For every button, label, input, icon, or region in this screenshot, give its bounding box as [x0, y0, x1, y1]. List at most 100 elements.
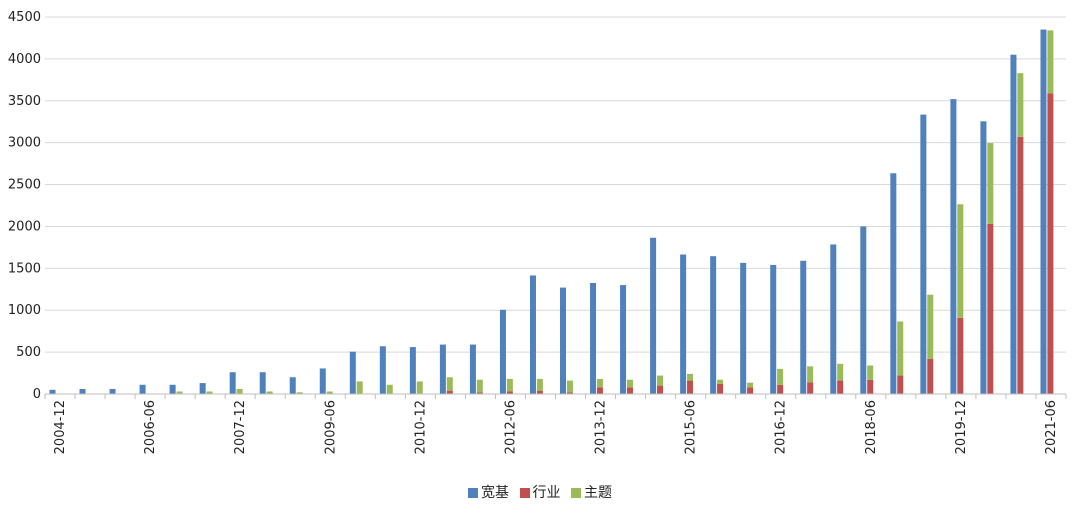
y-tick-label: 1000	[8, 303, 41, 318]
bar-broad	[139, 384, 146, 394]
bar-industry	[1017, 136, 1024, 394]
bar-theme	[867, 365, 874, 380]
bar-industry	[626, 387, 633, 394]
bar-theme	[566, 380, 573, 393]
bar-theme	[296, 392, 303, 394]
bar-broad	[830, 244, 837, 394]
bar-industry	[596, 387, 603, 394]
x-tick-label: 2007-12	[233, 400, 248, 454]
y-tick-label: 500	[16, 345, 41, 360]
x-tick-label: 2018-06	[864, 400, 879, 454]
bar-industry	[446, 390, 453, 394]
bar-broad	[499, 309, 506, 394]
bar-broad	[199, 383, 206, 394]
bar-broad	[349, 351, 356, 394]
x-tick-label: 2016-12	[774, 400, 789, 454]
bar-broad	[620, 285, 627, 394]
bar-theme	[837, 363, 844, 381]
y-tick-label: 4000	[8, 52, 41, 67]
bar-theme	[1047, 30, 1054, 94]
legend-label-industry: 行业	[532, 485, 561, 501]
legend-label-broad: 宽基	[481, 485, 510, 501]
bar-broad	[680, 254, 687, 394]
bar-theme	[416, 381, 423, 394]
bar-industry	[1047, 93, 1054, 394]
x-tick-label: 2015-06	[684, 400, 699, 454]
bar-broad	[650, 237, 657, 394]
y-tick-label: 3500	[8, 94, 41, 109]
bar-theme	[386, 384, 393, 394]
x-tick-label: 2012-06	[503, 400, 518, 454]
legend: 宽基 行业 主题	[0, 482, 1080, 502]
legend-swatch-broad	[468, 488, 479, 498]
bar-broad	[379, 346, 386, 394]
bar-industry	[927, 358, 934, 394]
y-tick-label: 0	[33, 387, 41, 402]
bar-broad	[590, 282, 597, 394]
bar-industry	[897, 375, 904, 394]
bar-industry	[687, 380, 694, 394]
bar-broad	[560, 287, 567, 394]
bar-theme	[536, 378, 543, 391]
bar-broad	[229, 372, 236, 394]
bar-theme	[266, 391, 273, 394]
bar-broad	[740, 262, 747, 394]
bar-industry	[777, 384, 784, 394]
bar-industry	[807, 382, 814, 394]
bar-broad	[49, 389, 56, 394]
bar-industry	[837, 380, 844, 394]
bar-industry	[957, 317, 964, 394]
bar-theme	[446, 377, 453, 391]
legend-swatch-industry	[519, 488, 530, 498]
bar-theme	[897, 321, 904, 376]
bar-theme	[626, 379, 633, 388]
bar-theme	[476, 379, 483, 393]
x-tick-label: 2019-12	[954, 400, 969, 454]
bar-broad	[439, 344, 446, 394]
bar-industry	[536, 390, 543, 394]
bar-theme	[657, 375, 664, 386]
bar-broad	[860, 226, 867, 394]
bar-industry	[657, 385, 664, 394]
bar-theme	[777, 368, 784, 385]
y-tick-label: 2500	[8, 178, 41, 193]
bar-broad	[1040, 29, 1047, 395]
bar-broad	[920, 114, 927, 395]
legend-item-theme[interactable]: 主题	[570, 482, 612, 502]
bar-theme	[596, 378, 603, 388]
bar-broad	[289, 377, 296, 394]
bar-broad	[409, 347, 416, 394]
gridlines	[45, 16, 1066, 353]
bar-theme	[356, 381, 363, 394]
bar-broad	[469, 344, 476, 394]
x-axis-tick-labels: 2004-12 2006-06 2007-12 2009-06 2010-12 2012-…	[53, 400, 1059, 454]
bar-industry	[566, 392, 573, 394]
bar-theme	[807, 366, 814, 383]
x-tick-label: 2009-06	[323, 400, 338, 454]
bar-industry	[747, 387, 754, 394]
bar-theme	[1017, 73, 1024, 137]
bar-theme	[747, 382, 754, 388]
bar-broad	[109, 388, 116, 394]
bar-industry	[476, 392, 483, 394]
bar-theme	[326, 391, 333, 394]
legend-item-industry[interactable]: 行业	[519, 482, 561, 502]
bar-industry	[867, 379, 874, 394]
x-tick-label: 2021-06	[1044, 400, 1059, 454]
bar-theme	[987, 143, 994, 224]
bar-industry	[987, 223, 994, 394]
legend-swatch-theme	[570, 488, 581, 498]
x-tick-label: 2010-12	[413, 400, 428, 454]
bar-broad	[710, 256, 717, 394]
legend-item-broad[interactable]: 宽基	[468, 482, 509, 502]
bar-theme	[506, 378, 513, 392]
bar-broad	[169, 384, 176, 394]
legend-label-theme: 主题	[583, 485, 612, 501]
bar-broad	[980, 121, 987, 394]
bar-industry	[717, 383, 724, 394]
bar-theme	[206, 391, 213, 394]
x-tick-label: 2006-06	[143, 400, 158, 454]
bar-broad	[259, 372, 266, 394]
bar-industry	[506, 391, 513, 394]
